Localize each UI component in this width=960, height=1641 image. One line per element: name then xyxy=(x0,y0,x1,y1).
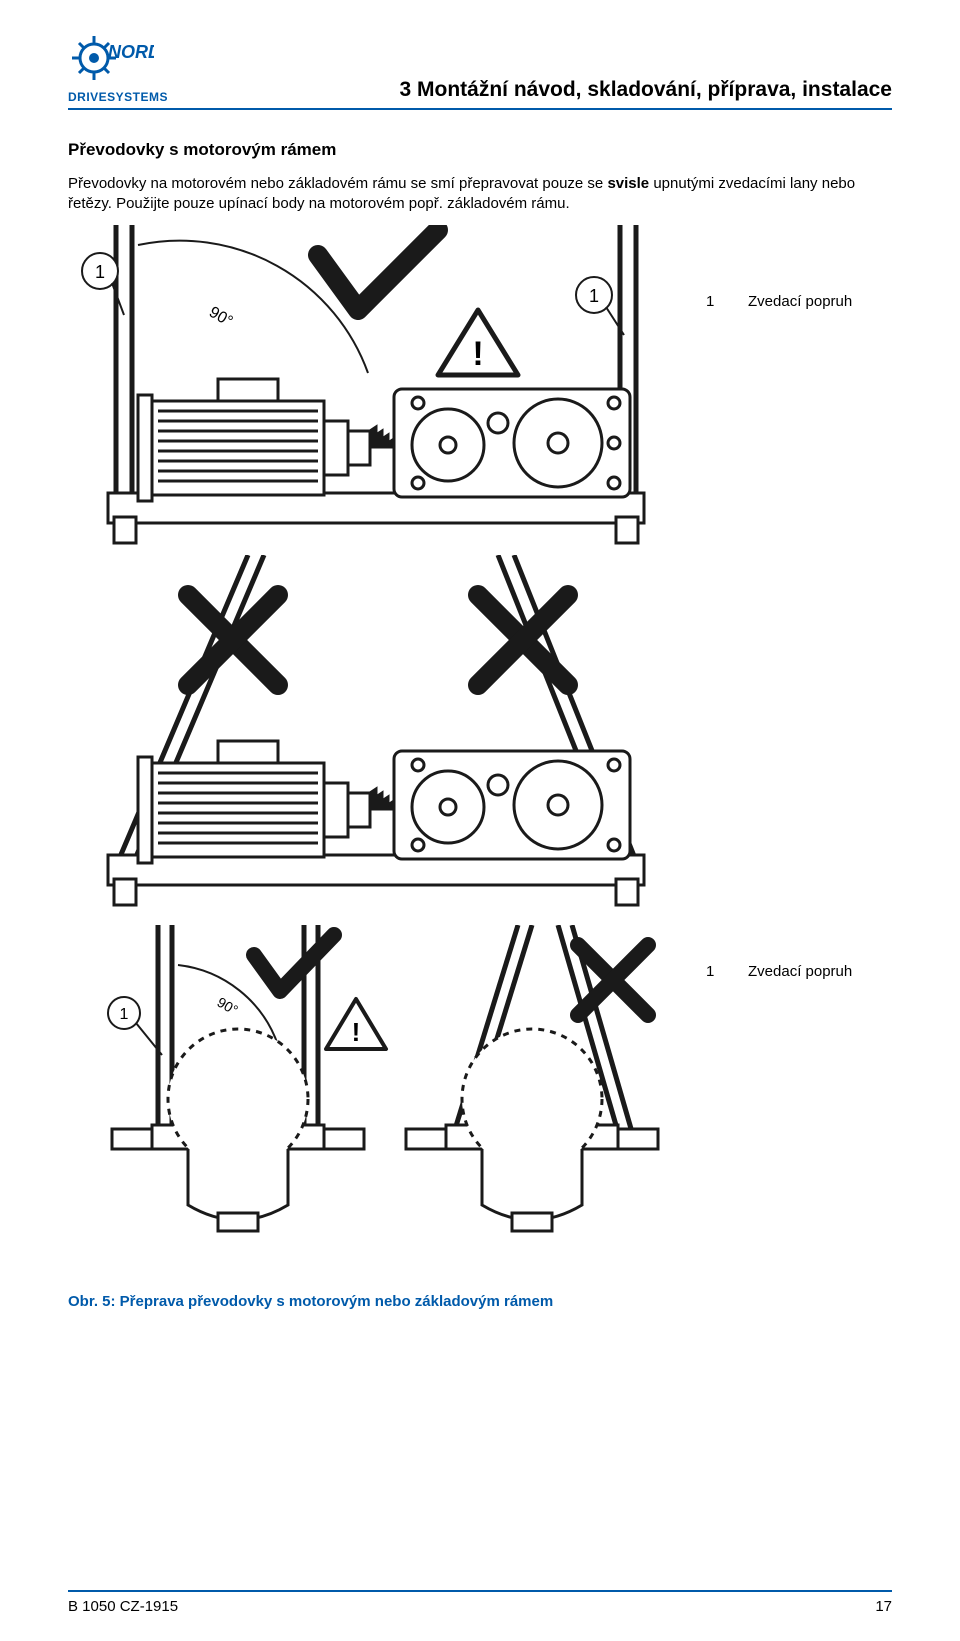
warning-icon: ! xyxy=(326,999,386,1049)
brand-subtitle: DRIVESYSTEMS xyxy=(68,90,168,104)
callout-1a: 1 xyxy=(95,262,105,282)
section-title: Převodovky s motorovým rámem xyxy=(68,140,892,160)
svg-text:!: ! xyxy=(352,1017,361,1047)
warning-icon: ! xyxy=(438,310,518,375)
angle-label-2: 90° xyxy=(215,993,241,1017)
callout-1b: 1 xyxy=(589,286,599,306)
para-bold: svisle xyxy=(607,175,649,192)
check-icon xyxy=(318,230,438,310)
svg-text:NORD: NORD xyxy=(108,42,154,62)
legend-2-num: 1 xyxy=(706,963,720,980)
figure-block: 90° 1 ! 1 xyxy=(68,225,892,1310)
para-pre: Převodovky na motorovém nebo základovém … xyxy=(68,175,607,192)
legend-2: 1 Zvedací popruh xyxy=(706,963,852,980)
section-paragraph: Převodovky na motorovém nebo základovém … xyxy=(68,174,892,215)
legend-1: 1 Zvedací popruh xyxy=(706,293,852,310)
brand-logo: NORD DRIVESYSTEMS xyxy=(68,30,168,104)
cross-icon xyxy=(478,595,568,685)
nord-gear-logo-icon: NORD xyxy=(68,30,154,88)
legend-1-num: 1 xyxy=(706,293,720,310)
cross-icon xyxy=(188,595,278,685)
callout-1c: 1 xyxy=(120,1006,129,1023)
footer-page: 17 xyxy=(875,1598,892,1615)
page-header: NORD DRIVESYSTEMS 3 Montážní návod, skla… xyxy=(68,30,892,110)
diagram-front-pair: 90° 1 ! xyxy=(68,925,688,1265)
footer-doc: B 1050 CZ-1915 xyxy=(68,1598,178,1615)
figure-caption: Obr. 5: Přeprava převodovky s motorovým … xyxy=(68,1293,892,1310)
diagram-mid-wrong xyxy=(68,555,688,925)
diagram-top-correct: 90° 1 ! 1 xyxy=(68,225,688,555)
header-title: 3 Montážní návod, skladování, příprava, … xyxy=(188,78,892,104)
legend-1-text: Zvedací popruh xyxy=(748,293,852,310)
check-icon xyxy=(254,935,334,991)
svg-text:!: ! xyxy=(472,335,483,373)
angle-label: 90° xyxy=(206,303,235,330)
page-footer: B 1050 CZ-1915 17 xyxy=(68,1590,892,1615)
legend-2-text: Zvedací popruh xyxy=(748,963,852,980)
